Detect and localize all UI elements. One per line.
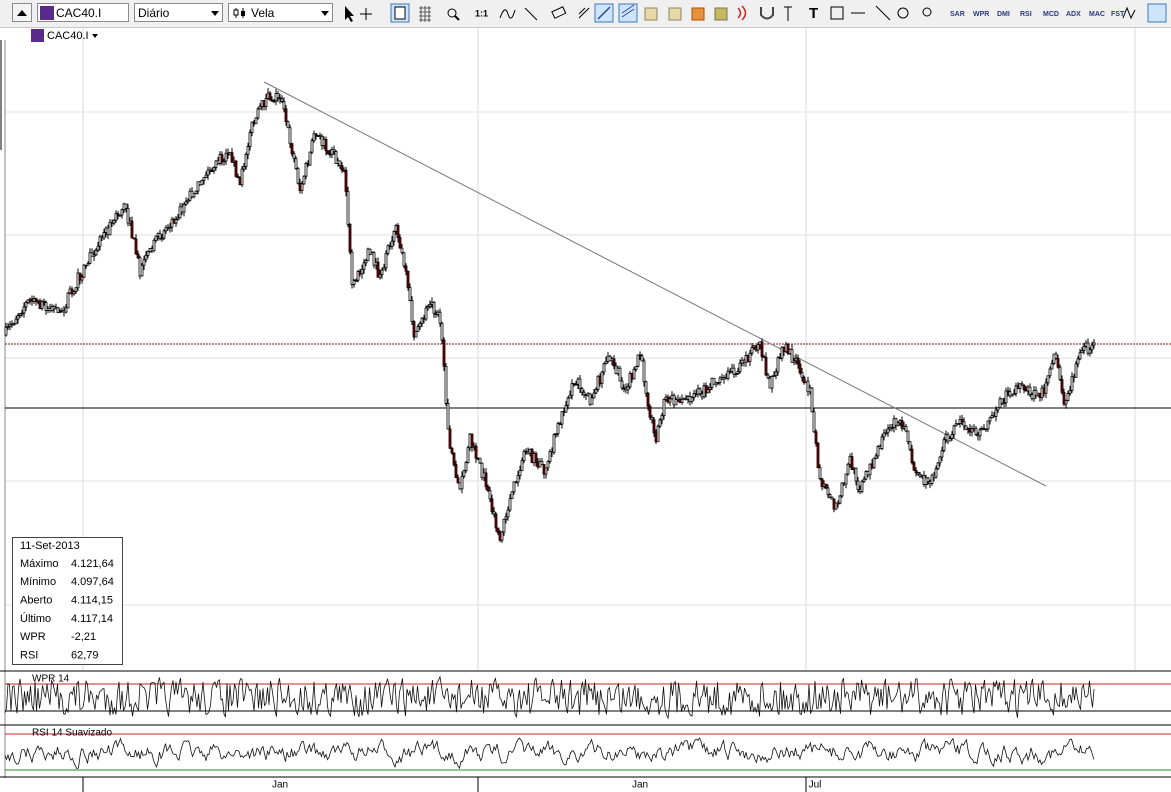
vline-tool[interactable]	[784, 6, 792, 21]
brush-tool[interactable]	[578, 7, 590, 19]
price-bodies-down	[30, 92, 1066, 541]
toolbar-button[interactable]: MCD	[1043, 11, 1059, 18]
period-select[interactable]: Diário	[134, 3, 223, 22]
info-value: 62,79	[71, 649, 99, 661]
magnet-tool[interactable]	[760, 7, 774, 20]
info-label: RSI	[20, 649, 38, 661]
info-label: Mínimo	[20, 576, 56, 588]
text-tool[interactable]: T	[809, 5, 818, 22]
info-label: Último	[20, 612, 51, 625]
page-tool[interactable]	[1147, 3, 1167, 23]
grid-tool[interactable]	[419, 6, 431, 22]
candle-icon	[233, 8, 245, 18]
line-tool[interactable]	[524, 7, 538, 21]
wave-tool[interactable]	[499, 9, 516, 19]
chart-tool[interactable]	[1122, 6, 1136, 20]
symbol-icon	[40, 6, 54, 20]
toolbar-button[interactable]: DMI	[997, 11, 1010, 18]
info-value: 4.121,64	[71, 558, 114, 570]
info-value: -2,21	[71, 631, 96, 643]
signal-tool[interactable]	[737, 5, 747, 21]
zoom-tool[interactable]	[447, 8, 457, 18]
info-box-frame	[12, 537, 123, 665]
zoom-in-tool[interactable]	[922, 7, 932, 17]
toolbar-icons: T 1:1 SAR WPR DMI RSI MCD ADX MAC FST	[345, 3, 1167, 23]
period-text: Diário	[138, 6, 170, 20]
x-axis-label: Jul	[809, 780, 822, 791]
x-axis-label: Jan	[272, 780, 288, 791]
toolbar: CAC40.I Diário Vela T	[0, 0, 1171, 28]
icon	[17, 10, 27, 16]
info-box: 11-Set-2013 Máximo 4.121,64 Mínimo 4.097,64 A…	[12, 537, 123, 665]
info-label: Máximo	[20, 558, 59, 570]
pointer-tool[interactable]	[345, 6, 354, 22]
toolbar-button[interactable]: FST	[1111, 11, 1125, 18]
symbol-icon	[31, 29, 44, 42]
collapse-button[interactable]	[12, 3, 32, 22]
indicator-label[interactable]: RSI 14 Suavizado	[32, 728, 112, 739]
symbol-label: CAC40.I	[47, 30, 89, 42]
info-label: WPR	[20, 631, 46, 643]
chart-area: CAC40.I 11-Set-2013 Máximo 4.121,64 Mínimo 4.…	[0, 28, 1171, 792]
price-wicks	[5, 88, 1095, 543]
indicator-line	[4, 737, 1095, 770]
symbol-text: CAC40.I	[56, 6, 102, 20]
toolbar-button[interactable]: 1:1	[475, 8, 488, 18]
toolbar-button[interactable]: SAR	[950, 11, 965, 18]
x-axis-label: Jan	[632, 780, 648, 791]
info-value: 4.114,15	[71, 595, 113, 607]
info-value: 4.097,64	[71, 576, 114, 588]
eraser-tool[interactable]	[551, 6, 567, 19]
toolbar-button[interactable]: RSI	[1020, 11, 1032, 18]
toolbar-button[interactable]: MAC	[1089, 11, 1105, 18]
style-select[interactable]: Vela	[228, 3, 333, 22]
trend-line	[263, 81, 1047, 487]
doc-tool[interactable]	[668, 7, 682, 21]
price-bodies	[4, 92, 1096, 541]
indicator-line	[4, 675, 1095, 720]
indicator-label[interactable]: WPR 14	[32, 674, 70, 685]
toolbar-button[interactable]: WPR	[973, 11, 989, 18]
doc-tool[interactable]	[714, 7, 728, 21]
style-text: Vela	[251, 6, 275, 20]
diag-tool[interactable]	[875, 5, 891, 21]
symbol-dropdown[interactable]	[92, 34, 98, 38]
symbol-input[interactable]: CAC40.I	[37, 3, 129, 22]
zoom-area-tool[interactable]	[897, 7, 909, 19]
doc-tool[interactable]	[691, 7, 705, 21]
cross-tool[interactable]	[360, 8, 372, 20]
doc-tool[interactable]	[644, 7, 658, 21]
toolbar-button[interactable]: ADX	[1066, 11, 1081, 18]
rect-tool[interactable]	[830, 6, 844, 20]
info-date: 11-Set-2013	[20, 540, 80, 552]
info-label: Aberto	[20, 595, 52, 607]
info-value: 4.117,14	[71, 613, 113, 625]
